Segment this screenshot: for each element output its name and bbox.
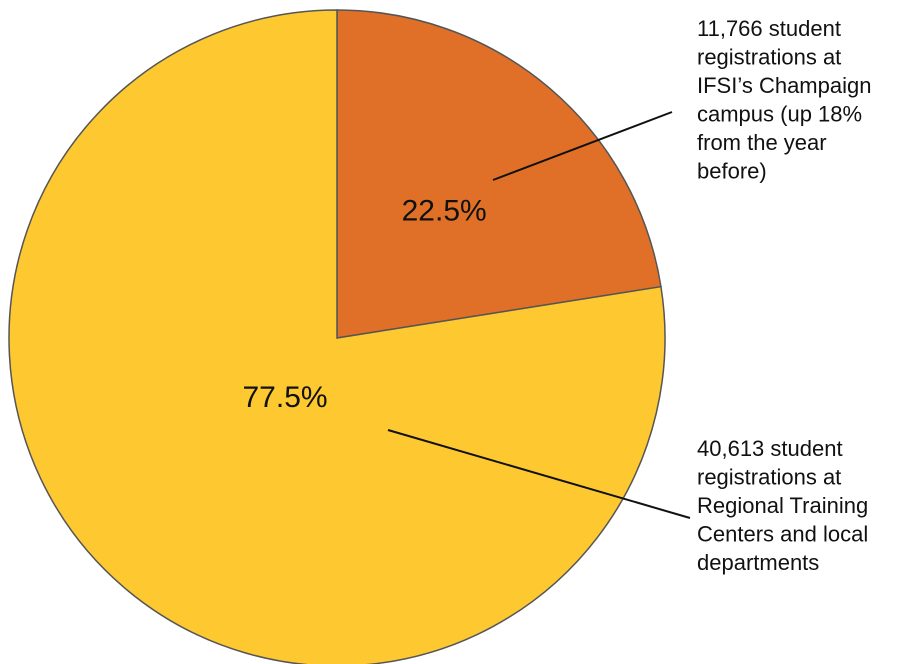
annotation-line: from the year [697, 130, 827, 155]
annotation-line: registrations at [697, 464, 841, 489]
annotation-line: Regional Training [697, 493, 868, 518]
annotation-line: departments [697, 550, 819, 575]
leader-line [387, 429, 691, 519]
annotation-line: 11,766 student [697, 16, 841, 41]
leader-line [492, 111, 673, 181]
annotation-line: Centers and local [697, 521, 868, 546]
annotation-line: before) [697, 158, 767, 183]
annotation-line: 40,613 student [697, 436, 843, 461]
annotation-line: IFSI’s Champaign [697, 73, 871, 98]
pie-slice [8, 9, 666, 664]
slice-label: 22.5% [402, 194, 487, 227]
slice-label: 77.5% [243, 381, 328, 414]
pie-slice [336, 9, 662, 339]
annotation-line: campus (up 18% [697, 101, 862, 126]
annotation-line: registrations at [697, 44, 841, 69]
